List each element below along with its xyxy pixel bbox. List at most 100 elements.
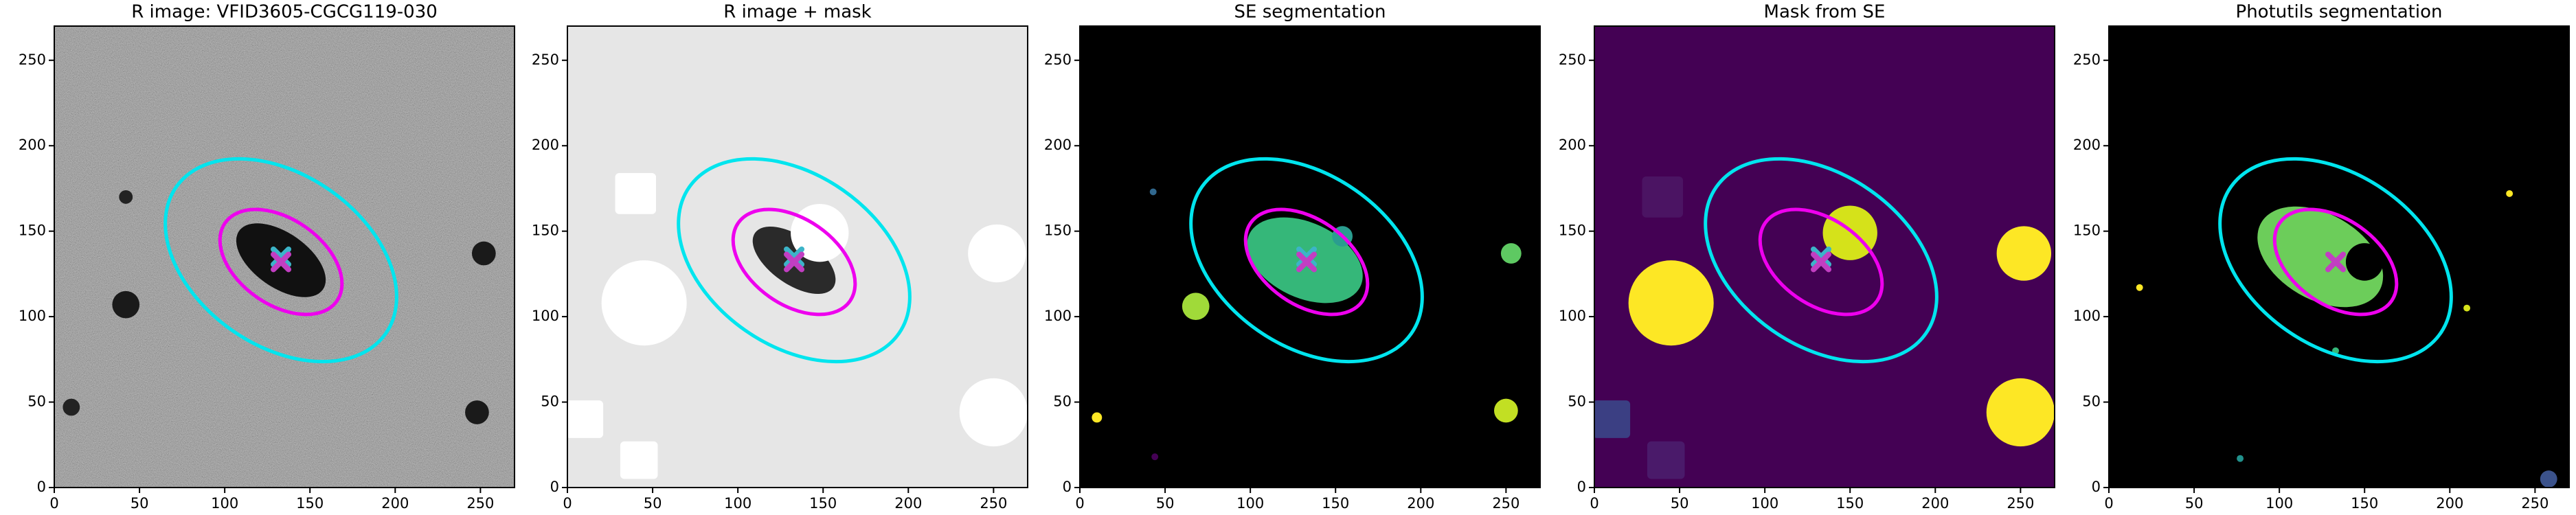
region <box>2345 243 2384 281</box>
y-tick-label: 0 <box>37 479 46 495</box>
y-tick-label: 150 <box>1044 222 1072 239</box>
x-tick-label: 50 <box>1671 495 1689 512</box>
x-tick-label: 150 <box>296 495 324 512</box>
y-tick-label: 200 <box>532 137 559 153</box>
panel-title: Photutils segmentation <box>2236 2 2443 23</box>
x-tick-label: 50 <box>131 495 149 512</box>
y-tick-label: 0 <box>550 479 559 495</box>
x-tick-label: 50 <box>2185 495 2204 512</box>
x-tick-label: 150 <box>809 495 837 512</box>
region <box>601 260 687 346</box>
x-tick-label: 100 <box>211 495 238 512</box>
y-tick-label: 250 <box>1044 52 1072 68</box>
x-tick-label: 0 <box>49 495 58 512</box>
region <box>1594 400 1631 438</box>
x-tick-label: 200 <box>894 495 922 512</box>
x-tick-label: 150 <box>1322 495 1349 512</box>
aperture-ellipse <box>1189 157 1424 364</box>
region <box>620 441 658 479</box>
aperture-ellipse <box>2218 157 2453 364</box>
marker <box>271 247 292 267</box>
region <box>2506 190 2513 197</box>
panel-title: R image: VFID3605-CGCG119-030 <box>131 2 438 23</box>
x-tick-label: 200 <box>1921 495 1949 512</box>
x-tick-label: 200 <box>2436 495 2463 512</box>
panel <box>1080 26 1540 488</box>
x-tick-label: 100 <box>1236 495 1264 512</box>
y-tick-label: 50 <box>541 393 559 410</box>
region <box>968 224 1026 283</box>
aperture-ellipse <box>677 157 912 364</box>
x-tick-label: 100 <box>1751 495 1778 512</box>
y-tick-label: 0 <box>1577 479 1586 495</box>
panel <box>54 26 515 488</box>
x-tick-label: 250 <box>2007 495 2034 512</box>
region <box>465 400 489 424</box>
x-tick-label: 0 <box>2104 495 2113 512</box>
x-tick-label: 150 <box>1836 495 1864 512</box>
panel-title: SE segmentation <box>1234 2 1386 23</box>
region <box>567 400 604 438</box>
marker <box>1811 251 1832 273</box>
x-tick-label: 250 <box>466 495 494 512</box>
axes-frame <box>2108 25 2570 488</box>
axes-frame <box>567 25 1028 488</box>
region <box>63 398 80 416</box>
panel <box>2109 26 2569 488</box>
region <box>2540 470 2557 488</box>
y-tick-label: 250 <box>532 52 559 68</box>
region <box>1642 176 1684 218</box>
x-tick-label: 100 <box>724 495 752 512</box>
y-tick-label: 100 <box>19 308 46 324</box>
y-tick-label: 100 <box>2073 308 2101 324</box>
x-tick-label: 150 <box>2351 495 2378 512</box>
y-tick-label: 150 <box>1559 222 1586 239</box>
region <box>1996 226 2052 281</box>
x-tick-label: 0 <box>563 495 572 512</box>
region <box>1182 293 1210 321</box>
region <box>2237 455 2244 462</box>
x-tick-label: 0 <box>1590 495 1598 512</box>
y-tick-label: 100 <box>1044 308 1072 324</box>
x-tick-label: 50 <box>1156 495 1175 512</box>
marker <box>2325 251 2347 273</box>
aperture-ellipse <box>218 207 344 317</box>
y-tick-label: 150 <box>2073 222 2101 239</box>
region <box>1149 188 1157 196</box>
marker <box>1811 247 1832 267</box>
region <box>2463 304 2471 312</box>
y-tick-label: 250 <box>19 52 46 68</box>
aperture-ellipse <box>163 157 398 364</box>
marker <box>784 251 805 273</box>
region <box>112 290 140 319</box>
marker <box>1296 247 1318 267</box>
y-tick-label: 150 <box>532 222 559 239</box>
y-tick-label: 100 <box>1559 308 1586 324</box>
axes-frame <box>1079 25 1541 488</box>
x-tick-label: 250 <box>1492 495 1519 512</box>
region <box>1500 243 1522 264</box>
region <box>615 173 657 214</box>
region <box>1986 378 2055 447</box>
y-tick-label: 200 <box>1044 137 1072 153</box>
axes-frame <box>54 25 515 488</box>
panel <box>1594 26 2055 488</box>
marker <box>784 247 805 267</box>
region <box>1092 412 1103 423</box>
x-tick-label: 0 <box>1075 495 1084 512</box>
x-tick-label: 250 <box>980 495 1007 512</box>
y-tick-label: 50 <box>27 393 46 410</box>
x-tick-label: 200 <box>1407 495 1434 512</box>
y-tick-label: 50 <box>1053 393 1072 410</box>
x-tick-label: 250 <box>2521 495 2549 512</box>
marker <box>271 251 292 273</box>
x-tick-label: 100 <box>2266 495 2293 512</box>
aperture-ellipse <box>1243 207 1370 317</box>
region <box>1647 441 1685 479</box>
aperture-ellipse <box>731 207 857 317</box>
y-tick-label: 0 <box>2092 479 2101 495</box>
axes-frame <box>1594 25 2055 488</box>
aperture-ellipse <box>1758 207 1884 317</box>
panel <box>567 26 1028 488</box>
